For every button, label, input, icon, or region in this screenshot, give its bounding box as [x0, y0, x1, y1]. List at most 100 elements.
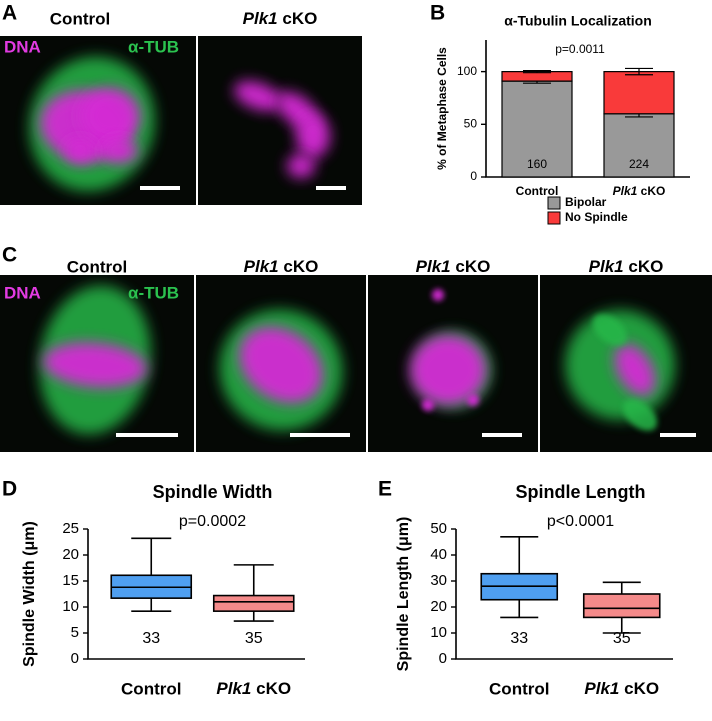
y-tick-label: 0 — [470, 169, 477, 183]
chart-title: Spindle Width — [153, 482, 273, 502]
channel-label: α-TUB — [128, 37, 179, 56]
x-tick-label: Plk1 cKO — [216, 679, 291, 698]
plain-part: cKO — [278, 9, 318, 28]
condition-label: Control — [50, 9, 110, 28]
x-tick-label: Control — [121, 679, 181, 698]
dna-signal — [287, 154, 315, 178]
dna-signal — [239, 327, 323, 403]
y-tick-label: 20 — [62, 546, 79, 563]
y-tick-label: 50 — [464, 116, 478, 130]
error-bar — [625, 67, 653, 76]
scale-bar — [482, 433, 522, 437]
panel-letter: B — [430, 2, 445, 25]
plain-part: cKO — [624, 257, 664, 276]
italic-part: Plk1 — [589, 257, 624, 276]
condition-label: Plk1 cKO — [416, 257, 491, 276]
micrographs — [0, 36, 712, 452]
chart-title: Spindle Length — [516, 482, 646, 502]
bar-segment — [603, 71, 675, 115]
legend-swatch — [547, 196, 561, 210]
dna-signal — [432, 289, 444, 301]
italic-part: Plk1 — [416, 257, 451, 276]
x-tick-label: Plk1 cKO — [584, 679, 659, 698]
scale-bar — [140, 186, 180, 190]
p-value: p<0.0001 — [547, 513, 614, 530]
plain-part: cKO — [451, 257, 491, 276]
y-axis-label: Spindle Length (μm) — [395, 517, 412, 672]
tubulin-signal — [622, 399, 658, 431]
x-tick-label: Control — [516, 184, 559, 198]
condition-label: Control — [67, 257, 127, 276]
dna-signal — [614, 344, 656, 396]
scale-bar — [290, 433, 350, 437]
bar-segment — [501, 80, 573, 178]
italic-part: Plk1 — [244, 257, 279, 276]
error-bar — [523, 69, 551, 74]
tubulin-signal — [592, 314, 628, 346]
count-label: 160 — [527, 157, 547, 171]
y-tick-label: 20 — [430, 598, 447, 615]
dna-signal — [410, 335, 486, 405]
italic-part: Plk1 — [584, 679, 619, 698]
plain-part: cKO — [637, 184, 665, 198]
dna-signal — [80, 88, 140, 144]
y-tick-label: 0 — [439, 650, 447, 667]
count-label: 224 — [629, 157, 649, 171]
italic-part: Plk1 — [613, 184, 638, 198]
p-value: p=0.0002 — [179, 513, 246, 530]
dna-signal — [65, 139, 95, 163]
dna-signal — [43, 342, 147, 388]
chart-title: α-Tubulin Localization — [504, 13, 652, 29]
dna-signal — [102, 139, 138, 163]
micrograph — [198, 36, 362, 205]
y-tick-label: 100 — [457, 64, 477, 78]
channel-label: DNA — [4, 37, 41, 56]
y-axis-label: Spindle Width (μm) — [21, 521, 38, 667]
y-tick-label: 10 — [62, 598, 79, 615]
y-tick-label: 30 — [430, 572, 447, 589]
dna-signal — [422, 399, 434, 411]
plain-part: cKO — [251, 679, 291, 698]
box — [212, 594, 295, 612]
y-tick-label: 15 — [62, 572, 79, 589]
panel-letter: E — [378, 478, 392, 501]
y-tick-label: 40 — [430, 546, 447, 563]
panel-letter: C — [2, 244, 17, 267]
italic-part: Plk1 — [216, 679, 251, 698]
bar-segment — [603, 113, 675, 178]
y-tick-label: 0 — [71, 650, 79, 667]
channel-label: DNA — [4, 283, 41, 302]
panel-letter: D — [2, 478, 17, 501]
dna-signal — [296, 114, 330, 158]
panel-letter: A — [2, 2, 17, 25]
y-axis-label: % of Metaphase Cells — [435, 47, 449, 170]
legend-swatch — [547, 211, 561, 225]
scale-bar — [116, 433, 178, 437]
count-label: 35 — [245, 630, 263, 647]
condition-label: Plk1 cKO — [244, 257, 319, 276]
scale-bar — [316, 186, 346, 190]
plain-part: cKO — [619, 679, 659, 698]
legend-label: Bipolar — [565, 195, 607, 209]
dna-signal — [467, 394, 479, 406]
y-tick-label: 50 — [430, 520, 447, 537]
y-tick-label: 25 — [62, 520, 79, 537]
box — [582, 593, 661, 619]
condition-label: Plk1 cKO — [589, 257, 664, 276]
count-label: 33 — [510, 630, 528, 647]
x-tick-label: Control — [489, 679, 549, 698]
count-label: 33 — [142, 630, 160, 647]
x-tick-label: Plk1 cKO — [613, 184, 666, 198]
channel-label: α-TUB — [128, 283, 179, 302]
italic-part: Plk1 — [243, 9, 278, 28]
plain-part: cKO — [279, 257, 319, 276]
legend-label: No Spindle — [565, 210, 628, 224]
p-value: p=0.0011 — [555, 42, 605, 56]
y-tick-label: 10 — [430, 624, 447, 641]
y-tick-label: 5 — [71, 624, 79, 641]
condition-label: Plk1 cKO — [243, 9, 318, 28]
dna-signal — [234, 81, 282, 111]
count-label: 35 — [613, 630, 631, 647]
scale-bar — [660, 433, 696, 437]
